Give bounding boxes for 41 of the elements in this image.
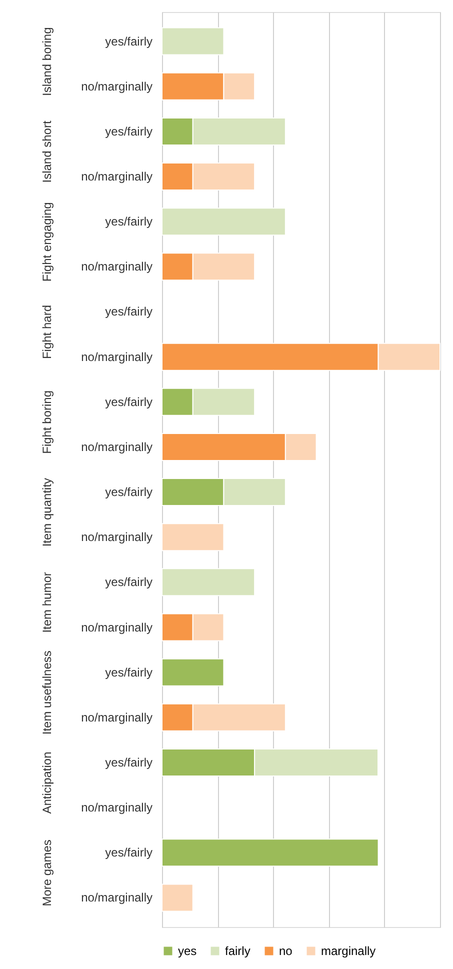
y-tick-label: no/marginally xyxy=(81,260,152,274)
y-tick-label: yes/fairly xyxy=(105,755,152,770)
y-tick-label: no/marginally xyxy=(81,530,152,544)
bar xyxy=(162,208,286,236)
text: More games xyxy=(40,840,54,906)
text: Island boring xyxy=(40,27,54,96)
text: Island short xyxy=(40,120,54,183)
bar xyxy=(162,27,224,56)
y-tick-label: yes/fairly xyxy=(105,485,152,500)
legend-label: yes xyxy=(178,944,197,958)
y-tick-label: no/marginally xyxy=(81,890,152,905)
legend-label: no xyxy=(279,944,293,958)
legend-label: fairly xyxy=(225,944,250,958)
y-tick-label: yes/fairly xyxy=(105,665,152,680)
y-tick-label: yes/fairly xyxy=(105,214,152,229)
y-tick-label: no/marginally xyxy=(81,800,152,815)
y-tick-label: yes/fairly xyxy=(105,34,152,48)
bar xyxy=(162,884,194,912)
text: Fight engaging xyxy=(40,202,54,282)
y-tick-label: no/marginally xyxy=(81,79,152,94)
y-tick-label: no/marginally xyxy=(81,710,152,724)
y-tick-label: no/marginally xyxy=(81,440,152,454)
y-tick-label: no/marginally xyxy=(81,350,152,364)
bar xyxy=(162,658,224,686)
y-tick-label: yes/fairly xyxy=(105,394,152,409)
y-tick-label: yes/fairly xyxy=(105,124,152,138)
bar xyxy=(162,568,256,596)
y-tick-label: yes/fairly xyxy=(105,304,152,319)
bar xyxy=(162,838,379,867)
text: Anticipation xyxy=(40,752,54,814)
legend-label: marginally xyxy=(321,944,376,958)
bar xyxy=(162,523,224,552)
y-tick-label: yes/fairly xyxy=(105,575,152,590)
y-tick-label: no/marginally xyxy=(81,620,152,634)
text: Fight boring xyxy=(40,390,54,454)
y-tick-label: yes/fairly xyxy=(105,846,152,860)
y-tick-label: no/marginally xyxy=(81,170,152,184)
text: Item usefulness xyxy=(40,650,54,735)
text: Item humor xyxy=(40,572,54,633)
text: Fight hard xyxy=(40,305,54,360)
text: Item quantity xyxy=(40,478,54,547)
